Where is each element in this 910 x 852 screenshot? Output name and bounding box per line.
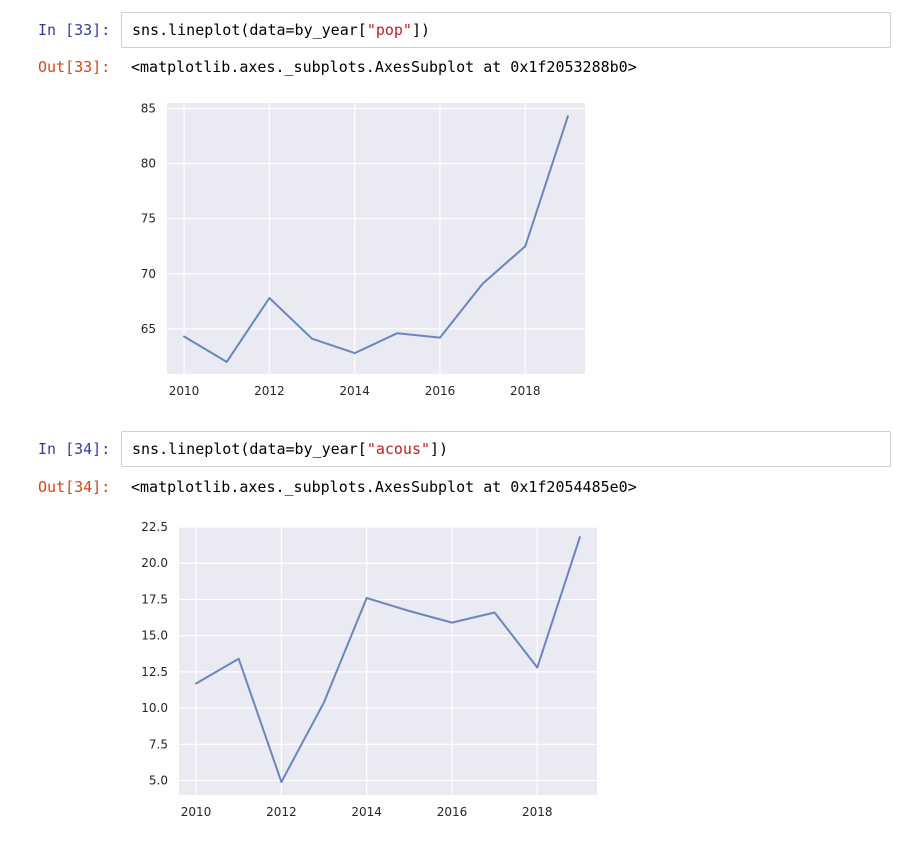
out-prompt-34: Out[34]: (38, 478, 111, 496)
in-prompt-33: In [33]: (38, 21, 111, 39)
code-string: "pop" (366, 21, 412, 39)
plot-background (179, 527, 597, 795)
y-tick-label: 17.5 (141, 592, 168, 606)
y-tick-label: 20.0 (141, 556, 168, 570)
line-chart-1: 2010 2012 2014 2016 2018 65 70 75 80 85 (141, 102, 585, 398)
x-tick-label: 2012 (266, 805, 297, 819)
x-tick-label: 2010 (181, 805, 212, 819)
in-prompt-34: In [34]: (38, 440, 111, 458)
out-prompt-33: Out[33]: (38, 58, 111, 76)
x-tick-label: 2018 (522, 805, 553, 819)
plot-background (167, 103, 585, 374)
code-line-33[interactable]: sns.lineplot(data=by_year["pop"]) (132, 20, 430, 40)
y-tick-label: 80 (141, 157, 156, 171)
x-tick-label: 2014 (351, 805, 382, 819)
x-tick-label: 2016 (425, 384, 456, 398)
code-prefix: sns.lineplot(data=by_year[ (132, 21, 367, 39)
y-tick-label: 15.0 (141, 629, 168, 643)
line-chart-2: 2010 2012 2014 2016 2018 5.0 7.5 10.0 12.5 15.0 17… (141, 520, 597, 819)
code-cell-34[interactable]: sns.lineplot(data=by_year["acous"]) (121, 431, 891, 467)
y-tick-label: 65 (141, 322, 156, 336)
y-tick-label: 7.5 (149, 737, 168, 751)
y-tick-label: 12.5 (141, 665, 168, 679)
y-tick-label: 10.0 (141, 701, 168, 715)
x-tick-label: 2012 (254, 384, 285, 398)
output-text-33: <matplotlib.axes._subplots.AxesSubplot a… (131, 58, 637, 76)
y-tick-label: 85 (141, 102, 156, 116)
series-line (183, 115, 569, 363)
y-tick-label: 22.5 (141, 520, 168, 534)
code-suffix: ]) (430, 440, 449, 458)
x-tick-label: 2018 (510, 384, 541, 398)
code-prefix: sns.lineplot(data=by_year[ (132, 440, 367, 458)
code-suffix: ]) (411, 21, 431, 39)
series-line (195, 536, 581, 783)
code-line-34[interactable]: sns.lineplot(data=by_year["acous"]) (132, 439, 448, 459)
x-tick-label: 2016 (437, 805, 468, 819)
x-tick-label: 2014 (339, 384, 370, 398)
code-string: "acous" (366, 440, 431, 458)
y-tick-label: 70 (141, 267, 156, 281)
y-tick-label: 5.0 (149, 774, 168, 788)
output-text-34: <matplotlib.axes._subplots.AxesSubplot a… (131, 478, 637, 496)
y-tick-label: 75 (141, 212, 156, 226)
code-cell-33[interactable]: sns.lineplot(data=by_year["pop"]) (121, 12, 891, 48)
x-tick-label: 2010 (169, 384, 200, 398)
